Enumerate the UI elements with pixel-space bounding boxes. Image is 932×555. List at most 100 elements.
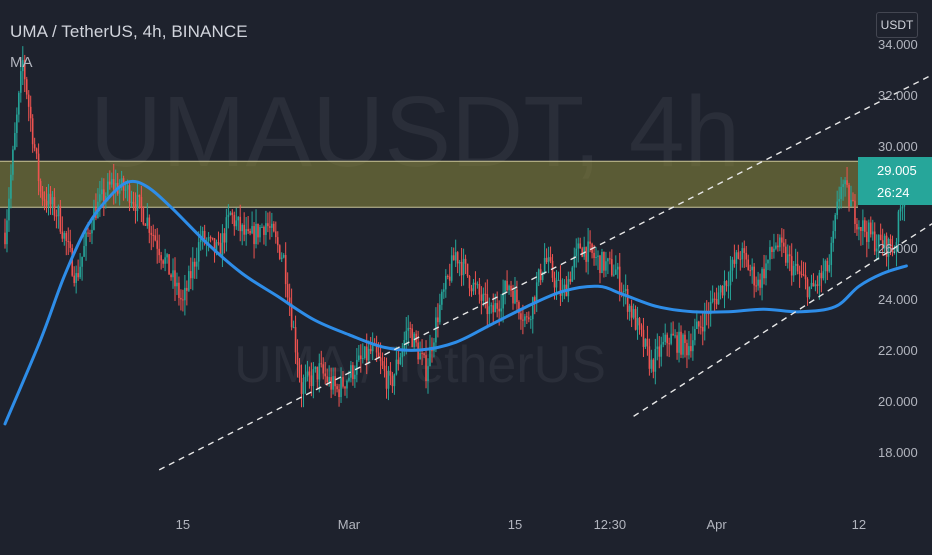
candle-body <box>642 329 645 347</box>
candle-body <box>466 263 469 276</box>
candle-body <box>112 179 115 190</box>
candle-body <box>29 106 32 119</box>
candle-body <box>63 233 66 239</box>
candle-body <box>306 371 309 377</box>
candle-body <box>858 227 860 230</box>
candle-body <box>77 273 79 278</box>
candle-body <box>91 229 93 234</box>
chart-title: UMA / TetherUS, 4h, BINANCE <box>10 22 248 41</box>
candle-body <box>253 226 255 245</box>
candle-body <box>219 242 222 256</box>
candle-body <box>233 215 236 227</box>
candle-body <box>439 304 441 323</box>
candle-body <box>241 224 243 232</box>
candle-body <box>528 317 530 320</box>
candle-body <box>188 271 190 291</box>
candle-body <box>759 279 761 288</box>
candle-body <box>529 319 532 321</box>
candle-body <box>352 365 354 380</box>
candle-body <box>324 373 327 377</box>
candle-body <box>423 353 425 356</box>
candle-body <box>350 365 352 378</box>
indicator-label[interactable]: MA <box>10 54 33 71</box>
candle-body <box>579 243 582 249</box>
currency-button[interactable]: USDT <box>876 12 918 38</box>
candle-body <box>344 386 346 389</box>
candle-body <box>571 267 574 282</box>
candle-body <box>891 247 894 253</box>
candle-body <box>670 333 672 344</box>
candle-body <box>587 241 589 262</box>
candle-body <box>261 226 263 228</box>
candle-body <box>658 346 661 357</box>
candle-body <box>379 357 382 362</box>
candle-body <box>881 240 884 249</box>
candle-body <box>887 238 890 257</box>
candle-body <box>79 266 81 278</box>
x-tick-label: 12 <box>852 517 866 532</box>
candle-body <box>35 148 38 154</box>
candle-body <box>334 376 336 387</box>
candle-body <box>543 257 546 273</box>
candle-body <box>302 382 305 394</box>
candle-body <box>474 282 477 285</box>
candle-body <box>427 366 429 381</box>
candle-body <box>630 305 633 318</box>
candle-body <box>769 247 771 260</box>
candle-body <box>67 241 70 243</box>
candle-body <box>288 297 291 304</box>
candle-body <box>709 301 712 315</box>
candle-body <box>678 331 680 353</box>
candle-body <box>662 341 665 345</box>
candle-body <box>792 265 795 276</box>
candle-body <box>773 248 775 252</box>
candle-body <box>668 343 670 345</box>
candle-body <box>616 266 619 270</box>
candle-body <box>407 327 410 331</box>
candle-body <box>150 232 153 235</box>
candle-body <box>856 224 858 230</box>
candle-body <box>267 223 269 227</box>
candle-body <box>444 275 447 290</box>
candle-body <box>85 232 87 246</box>
candle-body <box>494 303 497 313</box>
candle-body <box>336 386 338 390</box>
candle-body <box>607 258 609 262</box>
candle-body <box>745 252 748 260</box>
candle-body <box>737 252 740 259</box>
candle-body <box>387 370 390 389</box>
candle-body <box>172 270 174 278</box>
candle-body <box>33 144 36 149</box>
current-price-label: 29.005 <box>877 163 917 178</box>
candle-body <box>490 305 493 307</box>
candle-body <box>828 264 831 272</box>
candle-body <box>128 185 131 203</box>
candle-body <box>61 231 64 239</box>
candle-body <box>719 285 722 293</box>
candle-body <box>632 309 635 318</box>
candle-body <box>227 214 230 218</box>
candle-body <box>391 375 394 387</box>
candle-body <box>701 327 704 332</box>
candle-body <box>93 207 95 230</box>
candle-body <box>862 220 864 231</box>
candle-body <box>271 223 273 228</box>
candle-body <box>798 271 801 275</box>
candle-body <box>134 204 137 211</box>
candle-body <box>850 199 852 207</box>
candle-body <box>581 248 583 257</box>
candle-body <box>757 279 759 286</box>
candle-body <box>223 233 226 243</box>
candle-body <box>203 230 206 243</box>
candle-body <box>684 334 686 344</box>
candle-body <box>767 259 769 264</box>
candle-body <box>854 200 856 225</box>
candle-body <box>429 346 431 367</box>
candle-body <box>518 302 520 314</box>
candle-body <box>180 297 182 300</box>
candle-body <box>622 290 625 292</box>
y-tick-label: 20.000 <box>878 394 918 409</box>
candle-body <box>723 281 726 296</box>
